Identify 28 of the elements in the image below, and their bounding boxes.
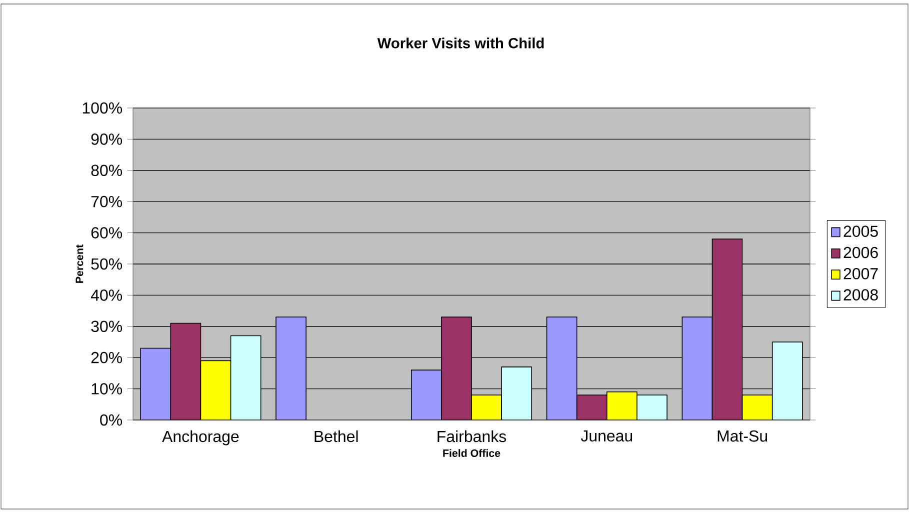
x-tick-label: Bethel: [314, 430, 358, 442]
bar: [140, 348, 172, 420]
y-tick-label: 10%: [92, 383, 122, 394]
legend-label: 2005: [844, 226, 878, 237]
x-tick-label: Juneau: [580, 430, 632, 442]
x-tick-label: Anchorage: [162, 430, 239, 446]
y-tick-label: 70%: [91, 196, 122, 208]
bar: [682, 316, 713, 420]
y-tick-label: 80%: [91, 164, 122, 176]
legend-label: 2006: [844, 246, 878, 258]
legend-label: 2008: [844, 289, 878, 300]
legend-label: 2007: [844, 268, 878, 280]
y-tick-label: 0%: [100, 414, 122, 426]
bar: [410, 370, 442, 420]
x-axis-title: Field Office: [443, 449, 500, 457]
y-axis-title: Percent: [76, 244, 84, 283]
y-tick-label: 20%: [91, 352, 122, 364]
x-tick-label: Mat-Su: [718, 430, 768, 442]
x-tick-label: Fairbanks: [438, 430, 506, 442]
bar: [546, 316, 578, 420]
y-tick-label: 40%: [90, 290, 122, 301]
y-tick-label: 100%: [82, 102, 122, 114]
y-tick-label: 60%: [91, 227, 122, 238]
bar: [276, 316, 306, 420]
y-tick-label: 30%: [91, 320, 122, 332]
y-tick-label: 50%: [91, 258, 122, 270]
chart-title: Worker Visits with Child: [377, 38, 544, 48]
y-tick-label: 90%: [91, 134, 122, 145]
